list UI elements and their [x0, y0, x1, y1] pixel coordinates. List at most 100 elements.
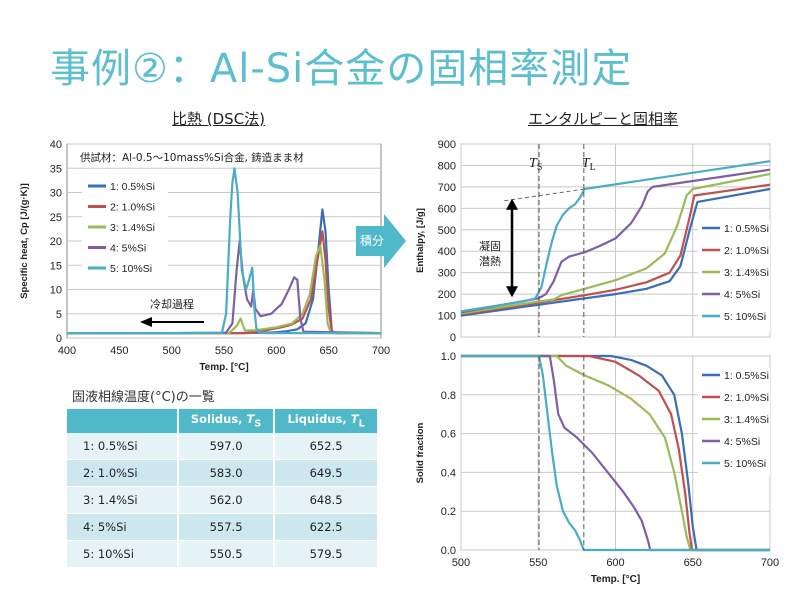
table-row: 5: 10%Si 550.5 579.5: [67, 540, 379, 568]
series-line: [67, 230, 382, 335]
x-tick-label: 650: [319, 345, 337, 357]
legend-label: 3: 1.4%Si: [110, 222, 155, 234]
legend-label: 1: 0.5%Si: [724, 370, 769, 382]
integral-arrow-body: [356, 226, 384, 256]
series-line: [460, 168, 771, 314]
y-tick-label: 0.8: [441, 390, 456, 402]
y-tick-label: 0.6: [441, 429, 456, 441]
x-tick-label: 600: [267, 345, 285, 357]
row-solidus: 557.5: [178, 513, 276, 541]
latent-heat-arrow-down-icon: [506, 286, 518, 298]
y-tick-label: 600: [438, 203, 456, 215]
legend-label: 3: 1.4%Si: [724, 267, 769, 279]
legend-label: 1: 0.5%Si: [724, 223, 769, 235]
legend-label: 4: 5%Si: [724, 289, 760, 301]
table-header-blank: [67, 409, 179, 433]
table-caption: 固液相線温度(°C)の一覧: [72, 390, 215, 405]
x-tick-label: 400: [58, 345, 76, 357]
legend-label: 2: 1.0%Si: [724, 245, 769, 257]
row-name: 5: 10%Si: [67, 540, 179, 568]
series-line: [460, 183, 771, 316]
legend-label: 3: 1.4%Si: [724, 414, 769, 426]
legend-label: 2: 1.0%Si: [110, 202, 155, 214]
row-liquidus: 652.5: [274, 433, 379, 460]
series-line: [461, 354, 770, 552]
legend-label: 4: 5%Si: [724, 436, 760, 448]
y-tick-label: 500: [438, 225, 456, 237]
liquidus-table: Solidus, TS Liquidus, TL 1: 0.5%Si 597.0…: [67, 409, 379, 568]
y-tick-label: 30: [50, 188, 62, 200]
integral-arrow-icon: [384, 214, 406, 268]
series-line: [67, 167, 381, 335]
y-tick-label: 100: [438, 311, 456, 323]
series-line: [461, 354, 770, 552]
note-box: [78, 148, 376, 166]
y-axis-label: Enthalpy, [J/g]: [415, 208, 426, 273]
table-header-liquidus: Liquidus, TL: [274, 409, 379, 433]
x-tick-label: 700: [761, 557, 779, 569]
x-tick-label: 600: [606, 557, 624, 569]
x-tick-label: 650: [684, 557, 702, 569]
latent-heat-arrow-up-icon: [506, 198, 518, 210]
y-tick-label: 400: [438, 246, 456, 258]
row-name: 2: 1.0%Si: [67, 459, 179, 487]
table-row: 1: 0.5%Si 597.0 652.5: [67, 433, 379, 460]
cooling-arrow-icon: [140, 317, 152, 327]
y-tick-label: 25: [50, 212, 62, 224]
legend-label: 2: 1.0%Si: [724, 392, 769, 404]
latent-heat-label-2: 潜熱: [479, 254, 501, 268]
y-tick-label: 900: [438, 139, 456, 151]
y-tick-label: 300: [438, 268, 456, 280]
sample-note: 供試材：Al-0.5～10mass%Si合金, 鋳造まま材: [80, 151, 304, 164]
table-row: 3: 1.4%Si 562.0 648.5: [67, 486, 379, 514]
integral-label: 積分: [360, 234, 385, 248]
y-tick-label: 40: [50, 139, 62, 151]
series-line: [461, 354, 770, 552]
table-row: 2: 1.0%Si 583.0 649.5: [67, 459, 379, 487]
slide-title: 事例②：Al-Si合金の固相率測定: [50, 46, 633, 92]
y-tick-label: 0.0: [441, 545, 456, 557]
x-tick-label: 500: [162, 345, 180, 357]
y-tick-label: 1.0: [441, 351, 456, 363]
legend-box: [698, 368, 770, 476]
row-solidus: 550.5: [178, 540, 276, 568]
x-tick-label: 500: [452, 557, 470, 569]
latent-heat-label-1: 凝固: [479, 239, 501, 253]
row-liquidus: 579.5: [274, 540, 379, 568]
x-tick-label: 550: [529, 557, 547, 569]
y-tick-label: 0: [450, 332, 456, 344]
x-axis-label: Temp. [°C]: [199, 362, 248, 373]
x-tick-label: 450: [110, 345, 128, 357]
x-tick-label: 550: [215, 345, 233, 357]
y-tick-label: 20: [50, 236, 62, 248]
legend-label: 1: 0.5%Si: [110, 181, 155, 193]
row-name: 4: 5%Si: [67, 513, 179, 541]
row-liquidus: 649.5: [274, 459, 379, 487]
y-tick-label: 0.4: [441, 467, 456, 479]
row-solidus: 583.0: [178, 459, 276, 487]
y-tick-label: 800: [438, 160, 456, 172]
x-axis-label: Temp. [°C]: [591, 574, 640, 585]
row-name: 1: 0.5%Si: [67, 433, 179, 460]
legend-label: 5: 10%Si: [724, 458, 766, 470]
y-axis-label: Specific heat, Cp [J/(g·K)]: [19, 183, 30, 299]
legend-label: 5: 10%Si: [724, 311, 766, 323]
y-tick-label: 35: [50, 163, 62, 175]
y-tick-label: 700: [438, 182, 456, 194]
y-tick-label: 10: [50, 285, 62, 297]
legend-label: 5: 10%Si: [110, 263, 152, 275]
series-line: [461, 354, 770, 552]
table-header-solidus: Solidus, TS: [178, 409, 276, 433]
y-tick-label: 0.2: [441, 506, 456, 518]
left-heading: 比熱 (DSC法): [172, 110, 266, 128]
row-name: 3: 1.4%Si: [67, 486, 179, 514]
y-tick-label: 5: [56, 309, 62, 321]
row-liquidus: 622.5: [274, 513, 379, 541]
row-solidus: 597.0: [178, 433, 276, 460]
series-line: [460, 160, 771, 313]
series-line: [460, 172, 771, 315]
row-liquidus: 648.5: [274, 486, 379, 514]
